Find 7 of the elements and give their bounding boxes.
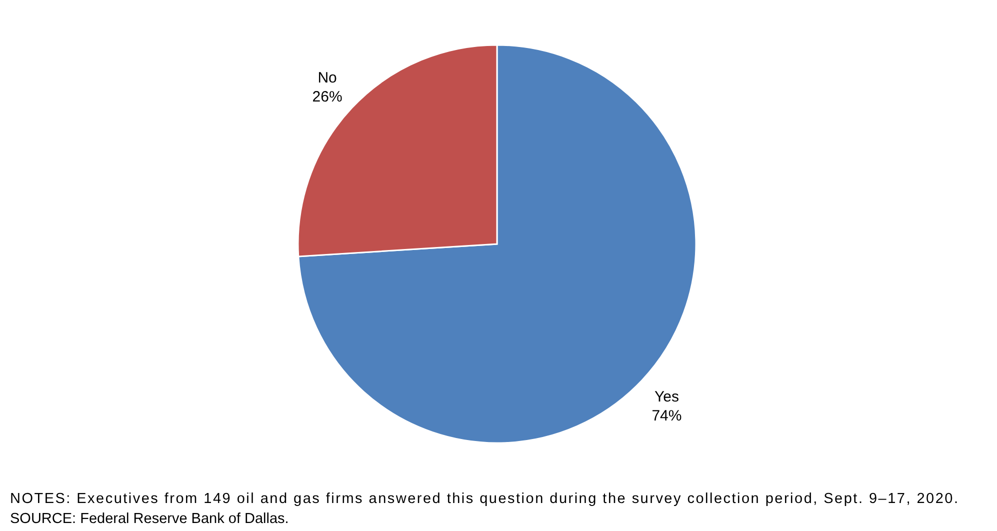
source-note: SOURCE: Federal Reserve Bank of Dallas. — [10, 511, 289, 527]
pie-slice — [298, 44, 697, 444]
slice-label: No — [318, 70, 337, 87]
data-label: 26% — [312, 88, 342, 106]
slice-label: Yes — [654, 388, 679, 406]
data-label: 74% — [652, 407, 682, 424]
text: NOTES: Executives from 149 oil and gas firms answered this question during the survey collection period, Sept. 9–17, 2020. — [10, 491, 958, 507]
